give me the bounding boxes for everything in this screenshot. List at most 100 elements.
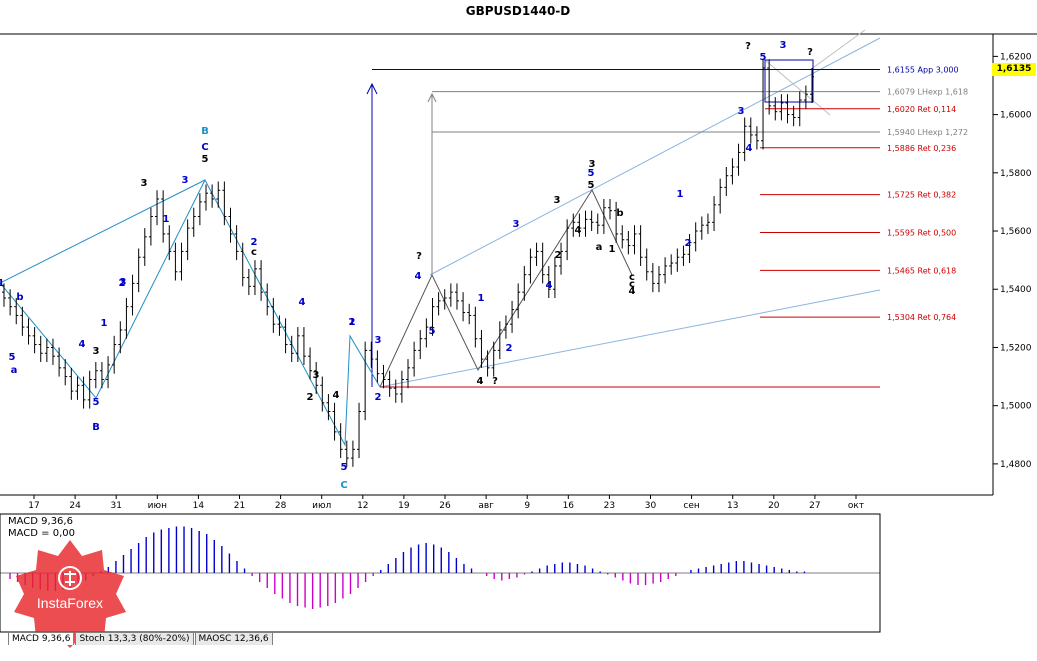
y-tick-label: 1,5000 [1000, 402, 1032, 412]
x-tick-label: 26 [439, 501, 451, 511]
wave-label: 1 [163, 214, 170, 225]
level-label: 1,6020 Ret 0,114 [887, 105, 956, 114]
wave-label: 3 [589, 159, 596, 170]
x-tick-label: 27 [809, 501, 820, 511]
instaforex-logo: InstaForex [8, 538, 132, 650]
channel-line [0, 179, 206, 284]
x-tick-label: 16 [563, 501, 575, 511]
level-label: 1,6079 LНexp 1,618 [887, 88, 968, 97]
wave-label: ? [745, 41, 751, 52]
wave-label: 4 [415, 271, 422, 282]
target-arrow-head [366, 82, 378, 95]
wave-label: 3 [182, 175, 189, 186]
wave-label: 5 [588, 180, 595, 191]
x-tick-label: сен [683, 501, 699, 511]
wave-label: 4 [629, 286, 636, 297]
wave-label: a [596, 242, 603, 253]
target-arrow-head [427, 92, 437, 103]
wave-label: 4 [575, 225, 582, 236]
wave-label: 2 [555, 250, 562, 261]
level-label: 1,5886 Ret 0,236 [887, 144, 956, 153]
wave-label: 2 [251, 237, 258, 248]
x-tick-label: окт [848, 501, 864, 511]
wave-label: 2 [307, 392, 314, 403]
wave-label: 1 [478, 293, 485, 304]
wave-label: 1 [609, 244, 616, 255]
channel-line [379, 289, 881, 388]
x-tick-label: 14 [193, 501, 205, 511]
wave-label: 3 [313, 370, 320, 381]
wave-label: 2 [685, 238, 692, 249]
y-tick-label: 1,6200 [1000, 52, 1032, 62]
wave-label: B [201, 126, 209, 137]
wave-label: 2 [506, 343, 513, 354]
x-tick-label: 30 [645, 501, 657, 511]
chart-title: GBPUSD1440-D [466, 4, 571, 18]
y-tick-label: 1,5800 [1000, 169, 1032, 179]
macd-value-label: MACD = 0,00 [8, 528, 75, 539]
y-tick-label: 1,5600 [1000, 227, 1032, 237]
x-tick-label: авг [478, 501, 494, 511]
wave-label: C [201, 142, 208, 153]
x-tick-label: 13 [727, 501, 738, 511]
wave-label: 4 [477, 376, 484, 387]
wave-label: 4 [79, 339, 86, 350]
level-label: 1,5940 LНexp 1,272 [887, 128, 968, 137]
wave-label: 4 [333, 390, 340, 401]
y-tick-label: 1,5400 [1000, 285, 1032, 295]
wave-label: 5 [202, 154, 209, 165]
wave-line [0, 178, 381, 447]
wave-label: 3 [375, 335, 382, 346]
wave-label: c [629, 279, 635, 290]
x-tick-label: июн [148, 501, 167, 511]
wave-label: 4 [546, 280, 553, 291]
level-label: 1,5595 Ret 0,500 [887, 228, 956, 237]
x-tick-label: 12 [357, 501, 368, 511]
wave-label: ? [416, 251, 422, 262]
fan-line [809, 29, 866, 71]
wave-label: C [340, 480, 347, 491]
wave-label: 3 [513, 219, 520, 230]
brand-name: InstaForex [37, 595, 103, 611]
y-tick-label: 1,6000 [1000, 111, 1032, 121]
tab-stoch[interactable]: Stoch 13,3,3 (80%-20%) [75, 632, 194, 645]
wave-label: 2 [349, 317, 356, 328]
x-tick-label: 21 [234, 501, 245, 511]
x-tick-label: 19 [398, 501, 410, 511]
indicator-tabs: MACD 9,36,6 Stoch 13,3,3 (80%-20%) MAOSC… [8, 632, 273, 645]
wave-line [379, 188, 633, 388]
y-tick-label: 1,4800 [1000, 460, 1032, 470]
wave-label: a [11, 365, 18, 376]
x-tick-label: 20 [768, 501, 780, 511]
level-label: 1,5304 Ret 0,764 [887, 313, 956, 322]
wave-label: 5 [429, 326, 436, 337]
wave-label: 1 [101, 318, 108, 329]
wave-label: 3 [738, 106, 745, 117]
wave-label: 3 [141, 178, 148, 189]
wave-label: 3 [120, 277, 127, 288]
level-label: 1,5725 Ret 0,382 [887, 191, 956, 200]
x-tick-label: 31 [110, 501, 121, 511]
tab-maosc[interactable]: MAOSC 12,36,6 [194, 632, 273, 645]
wave-label: 1 [0, 278, 5, 289]
wave-label: 4 [746, 143, 753, 154]
y-tick-label: 1,5200 [1000, 343, 1032, 353]
current-price-badge: 1,6135 [992, 63, 1036, 76]
macd-label: MACD 9,36,6 [8, 516, 73, 527]
tab-macd[interactable]: MACD 9,36,6 [8, 632, 75, 645]
x-tick-label: 23 [604, 501, 615, 511]
wave-label: 5 [9, 352, 16, 363]
level-label: 1,5465 Ret 0,618 [887, 266, 956, 275]
x-tick-label: 17 [28, 501, 39, 511]
wave-label: 3 [780, 40, 787, 51]
wave-label: 1 [349, 317, 356, 328]
wave-label: b [616, 208, 623, 219]
wave-label: 4 [299, 297, 306, 308]
wave-label: c [251, 247, 257, 258]
wave-label: ? [492, 376, 498, 387]
wave-label: 5 [588, 168, 595, 179]
x-tick-label: 28 [275, 501, 287, 511]
wave-label: ? [807, 47, 813, 58]
target-box [764, 59, 814, 103]
